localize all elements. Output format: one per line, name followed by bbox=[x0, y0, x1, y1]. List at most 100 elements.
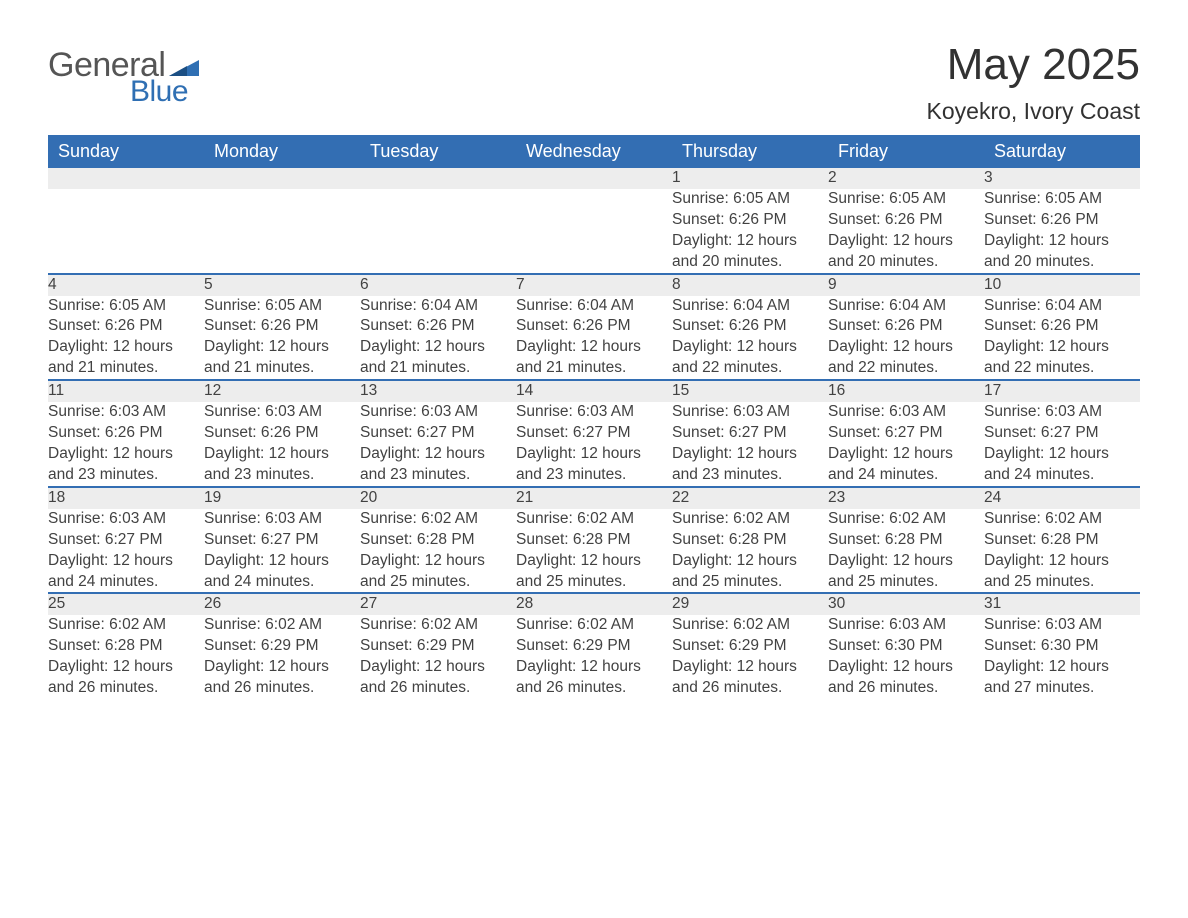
sunrise-text: Sunrise: 6:03 AM bbox=[360, 402, 516, 423]
sunrise-text: Sunrise: 6:02 AM bbox=[48, 615, 204, 636]
sunrise-text: Sunrise: 6:03 AM bbox=[828, 402, 984, 423]
day-number-cell bbox=[360, 168, 516, 189]
daylight-text-line2: and 22 minutes. bbox=[984, 358, 1140, 379]
day-detail-row: Sunrise: 6:03 AMSunset: 6:27 PM Daylight:… bbox=[48, 509, 1140, 594]
daylight-text-line2: and 26 minutes. bbox=[204, 678, 360, 699]
daylight-text-line1: Daylight: 12 hours bbox=[516, 657, 672, 678]
sunset-text: Sunset: 6:28 PM bbox=[984, 530, 1140, 551]
daylight-text-line1: Daylight: 12 hours bbox=[828, 657, 984, 678]
day-detail-cell: Sunrise: 6:02 AMSunset: 6:28 PMDaylight:… bbox=[672, 509, 828, 594]
day-detail-cell: Sunrise: 6:04 AMSunset: 6:26 PMDaylight:… bbox=[984, 296, 1140, 381]
daylight-text-line2: and 25 minutes. bbox=[516, 572, 672, 593]
day-number-cell: 16 bbox=[828, 380, 984, 402]
daylight-text-line1: Daylight: 12 hours bbox=[204, 337, 360, 358]
day-detail-cell: Sunrise: 6:05 AMSunset: 6:26 PMDaylight:… bbox=[828, 189, 984, 274]
weekday-header: Thursday bbox=[672, 135, 828, 168]
day-number-cell: 10 bbox=[984, 274, 1140, 296]
daylight-text-line2: and 25 minutes. bbox=[672, 572, 828, 593]
daylight-text-line1: Daylight: 12 hours bbox=[48, 337, 204, 358]
day-detail-cell bbox=[360, 189, 516, 274]
daylight-text-line1: Daylight: 12 hours bbox=[48, 657, 204, 678]
sunset-text: Sunset: 6:29 PM bbox=[360, 636, 516, 657]
daylight-text-line2: and 26 minutes. bbox=[516, 678, 672, 699]
daylight-text-line1: Daylight: 12 hours bbox=[516, 551, 672, 572]
sunset-text: Sunset: 6:26 PM bbox=[984, 316, 1140, 337]
daylight-text-line1: Daylight: 12 hours bbox=[360, 444, 516, 465]
day-number-cell: 27 bbox=[360, 593, 516, 615]
sunset-text: Sunset: 6:26 PM bbox=[672, 210, 828, 231]
day-number-cell bbox=[516, 168, 672, 189]
logo: General Blue bbox=[48, 46, 199, 109]
day-number-cell: 24 bbox=[984, 487, 1140, 509]
sunset-text: Sunset: 6:26 PM bbox=[828, 210, 984, 231]
title-block: May 2025 Koyekro, Ivory Coast bbox=[927, 40, 1140, 125]
sunrise-text: Sunrise: 6:02 AM bbox=[360, 509, 516, 530]
day-number-cell: 23 bbox=[828, 487, 984, 509]
sunset-text: Sunset: 6:27 PM bbox=[984, 423, 1140, 444]
day-number-row: 11121314151617 bbox=[48, 380, 1140, 402]
day-detail-cell: Sunrise: 6:03 AMSunset: 6:30 PMDaylight:… bbox=[828, 615, 984, 709]
day-number-cell: 19 bbox=[204, 487, 360, 509]
sunset-text: Sunset: 6:29 PM bbox=[516, 636, 672, 657]
daylight-text-line1: Daylight: 12 hours bbox=[516, 444, 672, 465]
day-number-row: 45678910 bbox=[48, 274, 1140, 296]
day-detail-cell: Sunrise: 6:05 AMSunset: 6:26 PMDaylight:… bbox=[204, 296, 360, 381]
daylight-text-line1: Daylight: 12 hours bbox=[828, 444, 984, 465]
day-number-cell bbox=[204, 168, 360, 189]
sunset-text: Sunset: 6:27 PM bbox=[516, 423, 672, 444]
logo-triangle-icon bbox=[169, 54, 199, 76]
daylight-text-line1: Daylight: 12 hours bbox=[516, 337, 672, 358]
calendar-table: SundayMondayTuesdayWednesdayThursdayFrid… bbox=[48, 135, 1140, 709]
daylight-text-line2: and 21 minutes. bbox=[360, 358, 516, 379]
daylight-text-line1: Daylight: 12 hours bbox=[672, 657, 828, 678]
daylight-text-line1: Daylight: 12 hours bbox=[672, 551, 828, 572]
daylight-text-line2: and 27 minutes. bbox=[984, 678, 1140, 699]
sunset-text: Sunset: 6:26 PM bbox=[360, 316, 516, 337]
weekday-header: Saturday bbox=[984, 135, 1140, 168]
day-number-cell: 1 bbox=[672, 168, 828, 189]
daylight-text-line1: Daylight: 12 hours bbox=[672, 337, 828, 358]
day-detail-cell: Sunrise: 6:04 AMSunset: 6:26 PMDaylight:… bbox=[828, 296, 984, 381]
daylight-text-line1: Daylight: 12 hours bbox=[204, 444, 360, 465]
sunrise-text: Sunrise: 6:03 AM bbox=[48, 509, 204, 530]
day-number-cell: 14 bbox=[516, 380, 672, 402]
weekday-header: Wednesday bbox=[516, 135, 672, 168]
daylight-text-line2: and 23 minutes. bbox=[516, 465, 672, 486]
day-number-row: 25262728293031 bbox=[48, 593, 1140, 615]
daylight-text-line1: Daylight: 12 hours bbox=[672, 231, 828, 252]
day-detail-cell: Sunrise: 6:03 AMSunset: 6:27 PMDaylight:… bbox=[48, 509, 204, 594]
day-detail-cell: Sunrise: 6:05 AMSunset: 6:26 PMDaylight:… bbox=[48, 296, 204, 381]
sunrise-text: Sunrise: 6:02 AM bbox=[516, 615, 672, 636]
day-detail-cell: Sunrise: 6:03 AMSunset: 6:27 PMDaylight:… bbox=[984, 402, 1140, 487]
daylight-text-line2: and 25 minutes. bbox=[984, 572, 1140, 593]
sunrise-text: Sunrise: 6:02 AM bbox=[828, 509, 984, 530]
daylight-text-line1: Daylight: 12 hours bbox=[828, 551, 984, 572]
daylight-text-line2: and 22 minutes. bbox=[828, 358, 984, 379]
day-detail-cell: Sunrise: 6:02 AMSunset: 6:29 PMDaylight:… bbox=[204, 615, 360, 709]
sunset-text: Sunset: 6:28 PM bbox=[516, 530, 672, 551]
day-number-cell: 28 bbox=[516, 593, 672, 615]
sunrise-text: Sunrise: 6:05 AM bbox=[672, 189, 828, 210]
day-number-cell: 22 bbox=[672, 487, 828, 509]
day-number-cell: 6 bbox=[360, 274, 516, 296]
sunset-text: Sunset: 6:27 PM bbox=[672, 423, 828, 444]
daylight-text-line2: and 22 minutes. bbox=[672, 358, 828, 379]
day-detail-cell: Sunrise: 6:03 AMSunset: 6:27 PMDaylight:… bbox=[828, 402, 984, 487]
day-number-cell: 17 bbox=[984, 380, 1140, 402]
sunset-text: Sunset: 6:27 PM bbox=[828, 423, 984, 444]
day-number-cell: 12 bbox=[204, 380, 360, 402]
location-label: Koyekro, Ivory Coast bbox=[927, 98, 1140, 125]
day-number-cell: 18 bbox=[48, 487, 204, 509]
sunrise-text: Sunrise: 6:04 AM bbox=[984, 296, 1140, 317]
daylight-text-line2: and 21 minutes. bbox=[516, 358, 672, 379]
sunrise-text: Sunrise: 6:02 AM bbox=[516, 509, 672, 530]
daylight-text-line2: and 20 minutes. bbox=[828, 252, 984, 273]
day-number-cell bbox=[48, 168, 204, 189]
sunset-text: Sunset: 6:27 PM bbox=[48, 530, 204, 551]
daylight-text-line2: and 20 minutes. bbox=[672, 252, 828, 273]
daylight-text-line1: Daylight: 12 hours bbox=[672, 444, 828, 465]
day-number-row: 123 bbox=[48, 168, 1140, 189]
day-detail-cell: Sunrise: 6:04 AMSunset: 6:26 PMDaylight:… bbox=[672, 296, 828, 381]
day-number-cell: 2 bbox=[828, 168, 984, 189]
daylight-text-line1: Daylight: 12 hours bbox=[360, 551, 516, 572]
